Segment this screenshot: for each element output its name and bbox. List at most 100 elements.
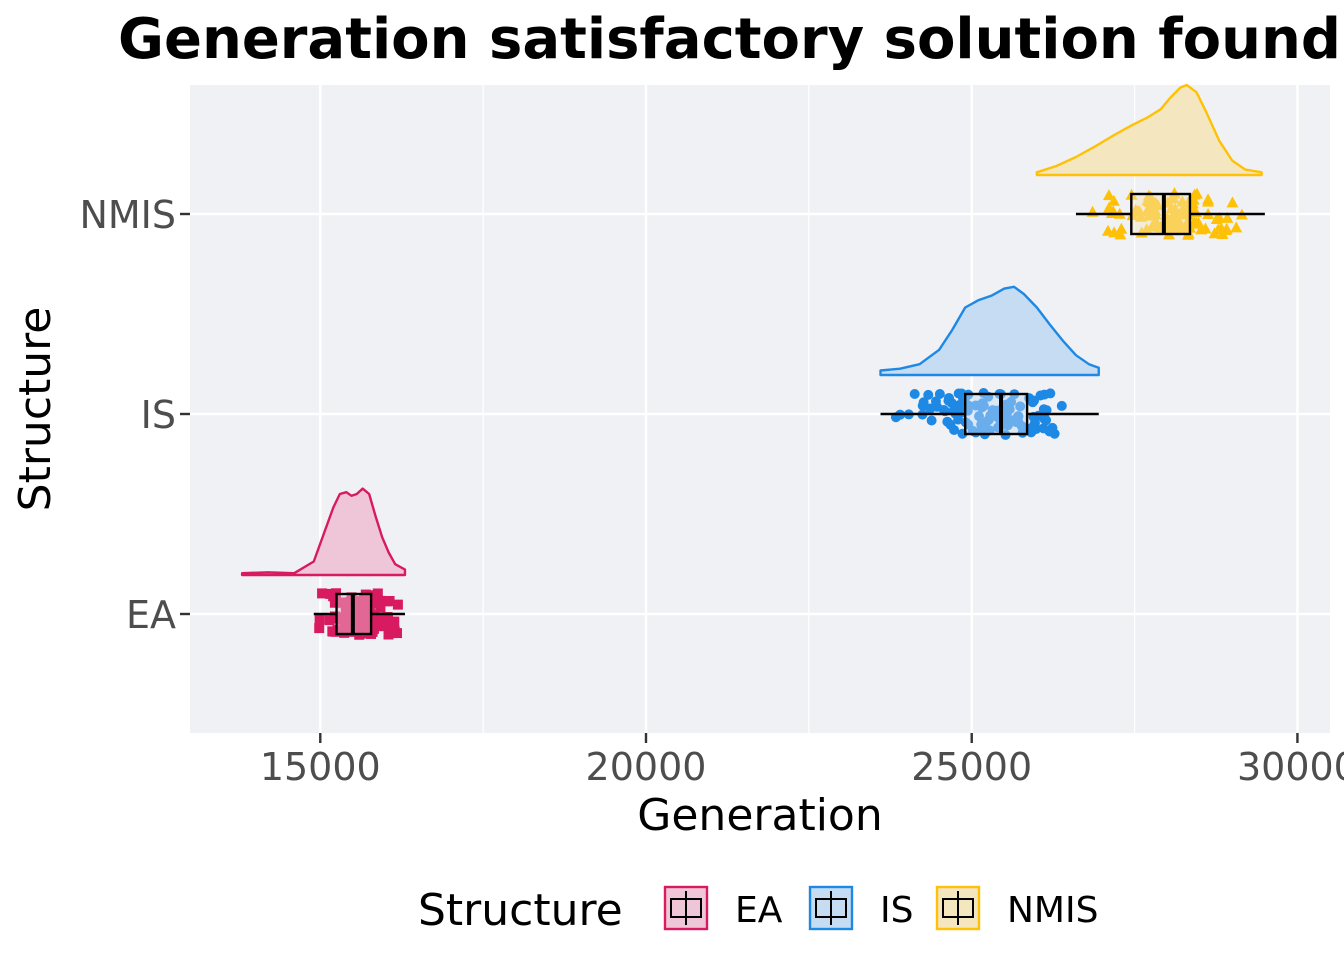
- data-point: [1173, 223, 1186, 235]
- data-point: [1213, 211, 1226, 223]
- y-axis-title: Structure: [10, 307, 61, 512]
- data-point: [375, 595, 386, 606]
- x-tick-label: 15000: [260, 745, 381, 789]
- data-point: [953, 388, 964, 399]
- data-point: [1038, 404, 1049, 415]
- y-tick-label: EA: [126, 593, 176, 637]
- legend-item-is: IS: [808, 885, 913, 931]
- data-point: [337, 597, 348, 608]
- data-point: [1013, 416, 1024, 427]
- data-point: [353, 597, 364, 608]
- data-point: [392, 599, 403, 610]
- box-iqr: [964, 392, 1029, 436]
- data-point: [372, 588, 383, 599]
- data-point: [943, 395, 954, 406]
- data-point: [383, 613, 394, 624]
- data-point: [1165, 202, 1178, 214]
- data-point: [1115, 222, 1128, 234]
- data-point: [373, 621, 384, 632]
- chart-title: Generation satisfactory solution found: [118, 7, 1341, 72]
- data-point: [329, 611, 340, 622]
- data-point: [1226, 196, 1239, 208]
- legend-key-box: [815, 898, 847, 918]
- data-point: [974, 411, 985, 422]
- data-point: [923, 389, 934, 400]
- x-tick-label: 20000: [586, 745, 707, 789]
- data-point: [1102, 224, 1115, 236]
- data-point: [942, 416, 953, 427]
- data-point: [1056, 400, 1067, 411]
- data-point: [1146, 220, 1159, 232]
- data-point: [314, 614, 325, 625]
- data-point: [1167, 211, 1180, 223]
- data-point: [1221, 211, 1234, 223]
- data-point: [389, 616, 400, 627]
- x-axis-title: Generation: [637, 790, 882, 841]
- legend-key-box: [670, 898, 702, 918]
- data-point: [1219, 224, 1232, 236]
- data-point: [1188, 188, 1201, 200]
- chart-marks: [240, 83, 1265, 640]
- data-point: [1114, 228, 1127, 240]
- data-point: [329, 591, 340, 602]
- density-nmis: [1035, 83, 1263, 177]
- density-is: [879, 285, 1100, 377]
- data-point: [926, 415, 937, 426]
- data-point: [324, 615, 335, 626]
- data-point: [949, 425, 960, 436]
- series-ea: [240, 487, 407, 640]
- data-point: [1202, 193, 1215, 205]
- legend-title: Structure: [418, 885, 623, 936]
- data-point: [1031, 424, 1042, 435]
- legend-label: NMIS: [1007, 890, 1098, 931]
- data-point: [1165, 223, 1178, 235]
- legend-label: EA: [735, 890, 783, 931]
- x-tick-label: 25000: [911, 745, 1032, 789]
- data-point: [1047, 422, 1058, 433]
- data-point: [934, 388, 945, 399]
- data-point: [1146, 203, 1159, 215]
- data-point: [1132, 204, 1145, 216]
- data-point: [329, 597, 340, 608]
- data-point: [352, 612, 363, 623]
- data-point: [1107, 194, 1120, 206]
- data-point: [336, 614, 347, 625]
- data-point: [1143, 209, 1156, 221]
- data-point: [1102, 189, 1115, 201]
- y-tick-label: NMIS: [79, 193, 176, 237]
- data-point: [976, 402, 987, 413]
- data-point: [1015, 401, 1026, 412]
- data-point: [314, 623, 325, 634]
- series-nmis: [1035, 83, 1265, 240]
- data-point: [1182, 195, 1195, 207]
- data-point: [391, 628, 402, 639]
- data-point: [918, 397, 929, 408]
- data-point: [384, 595, 395, 606]
- x-tick-label: 30000: [1237, 745, 1344, 789]
- data-point: [317, 588, 328, 599]
- data-point: [1035, 390, 1046, 401]
- data-point: [1230, 221, 1243, 233]
- data-point: [1045, 388, 1056, 399]
- legend-key-box: [942, 898, 974, 918]
- data-point: [938, 405, 949, 416]
- legend-item-ea: EA: [663, 885, 783, 931]
- data-point: [1195, 223, 1208, 235]
- legend-item-nmis: NMIS: [935, 885, 1098, 931]
- data-point: [1000, 418, 1011, 429]
- legend-label: IS: [880, 890, 913, 931]
- data-point: [986, 410, 997, 421]
- data-point: [1146, 198, 1159, 210]
- series-is: [879, 285, 1100, 440]
- data-point: [1173, 216, 1186, 228]
- data-point: [383, 629, 394, 640]
- y-tick-label: IS: [141, 393, 176, 437]
- data-point: [1041, 415, 1052, 426]
- density-ea: [240, 487, 407, 577]
- data-point: [364, 605, 375, 616]
- data-point: [1004, 404, 1015, 415]
- box-iqr: [1130, 192, 1192, 236]
- legend: Structure EA IS NMIS: [418, 885, 1098, 936]
- data-point: [909, 388, 920, 399]
